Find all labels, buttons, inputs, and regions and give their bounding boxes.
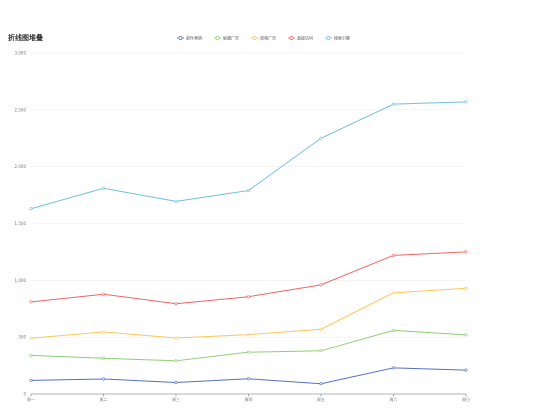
legend-label: 邮件营销 (186, 35, 202, 41)
series-3 (29, 286, 468, 340)
data-point[interactable] (464, 100, 468, 104)
data-point[interactable] (174, 381, 178, 385)
y-tick-label: 1,000 (15, 278, 27, 283)
legend-label: 搜索引擎 (334, 35, 350, 41)
data-point[interactable] (391, 328, 395, 332)
data-point[interactable] (247, 377, 251, 381)
series-layer (29, 100, 468, 386)
y-tick-label: 1,500 (15, 221, 27, 226)
data-point[interactable] (319, 136, 323, 140)
series-line (30, 367, 467, 385)
legend-marker-icon (215, 36, 220, 40)
x-tick-label: 周二 (100, 396, 108, 402)
x-tick-label: 周三 (172, 396, 180, 402)
data-point[interactable] (391, 102, 395, 106)
x-tick-label: 周五 (317, 396, 325, 402)
legend-label: 联盟广告 (223, 35, 239, 41)
legend-item[interactable]: 搜索引擎 (325, 35, 350, 41)
legend-marker-icon (178, 36, 183, 40)
data-point[interactable] (102, 377, 106, 381)
series-1 (29, 366, 468, 386)
legend-label: 视频广告 (260, 35, 276, 41)
data-point[interactable] (29, 300, 33, 304)
y-tick-label: 2,500 (15, 107, 27, 112)
legend-marker-icon (289, 36, 294, 40)
data-point[interactable] (247, 295, 251, 299)
legend-item[interactable]: 视频广告 (251, 35, 276, 41)
data-point[interactable] (319, 283, 323, 287)
y-tick-label: 500 (18, 335, 26, 340)
legend-item[interactable]: 直接访问 (288, 35, 313, 41)
data-point[interactable] (174, 199, 178, 203)
data-point[interactable] (29, 378, 33, 382)
data-point[interactable] (464, 368, 468, 372)
data-point[interactable] (247, 350, 251, 354)
data-point[interactable] (319, 382, 323, 386)
data-point[interactable] (174, 336, 178, 340)
data-point[interactable] (464, 250, 468, 254)
data-point[interactable] (464, 333, 468, 337)
data-point[interactable] (29, 353, 33, 357)
series-line (30, 101, 467, 210)
legend-item[interactable]: 邮件营销 (177, 35, 202, 41)
axes: 0 500 1,000 1,500 2,000 2,500 3,000 周一 周二 周三 周四 周五 周… (15, 51, 470, 403)
data-point[interactable] (102, 356, 106, 360)
chart-title: 折线图堆叠 (8, 34, 43, 42)
series-4 (29, 250, 468, 306)
series-5 (29, 100, 468, 211)
data-point[interactable] (247, 333, 251, 337)
data-point[interactable] (391, 366, 395, 370)
data-point[interactable] (102, 186, 106, 190)
data-point[interactable] (391, 253, 395, 257)
y-tick-label: 2,000 (15, 164, 27, 169)
legend-marker-icon (326, 36, 331, 40)
x-tick-label: 周日 (462, 396, 470, 402)
legend-marker-icon (252, 36, 257, 40)
data-point[interactable] (319, 349, 323, 353)
legend-item[interactable]: 联盟广告 (214, 35, 239, 41)
y-tick-label: 3,000 (15, 51, 27, 56)
x-tick-label: 周六 (390, 396, 398, 402)
y-tick-label: 0 (23, 392, 26, 397)
legend-label: 直接访问 (297, 35, 313, 41)
data-point[interactable] (174, 302, 178, 306)
data-point[interactable] (319, 327, 323, 331)
data-point[interactable] (29, 207, 33, 211)
data-point[interactable] (391, 291, 395, 295)
series-2 (29, 328, 468, 363)
legend[interactable]: 邮件营销 联盟广告 视频广告 直接访问 搜索引擎 (177, 35, 350, 41)
x-tick-label: 周四 (245, 396, 253, 402)
x-tick-label: 周一 (27, 396, 35, 402)
data-point[interactable] (247, 189, 251, 193)
data-point[interactable] (102, 292, 106, 296)
data-point[interactable] (102, 330, 106, 334)
data-point[interactable] (174, 359, 178, 363)
data-point[interactable] (29, 336, 33, 340)
data-point[interactable] (464, 286, 468, 290)
